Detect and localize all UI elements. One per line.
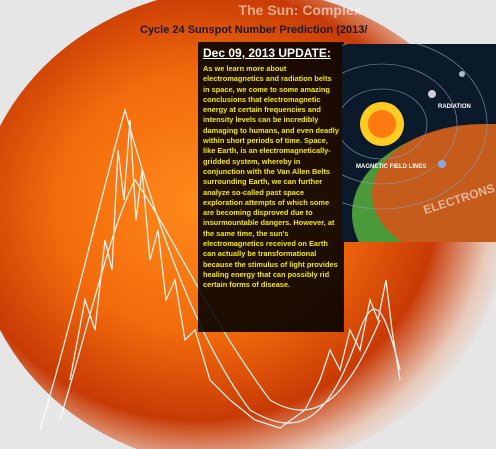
update-body: As we learn more about electromagnetics … <box>203 64 339 290</box>
update-box: Dec 09, 2013 UPDATE: As we learn more ab… <box>198 42 344 332</box>
update-heading: Dec 09, 2013 UPDATE: <box>203 46 331 60</box>
sunspot-curves <box>39 107 401 431</box>
title: The Sun: Complex <box>238 2 362 18</box>
diagram-art <box>342 44 496 242</box>
diagram: RADIATION MAGNETIC FIELD LINES ELECTRONS <box>342 44 496 242</box>
diagram-label: RADIATION <box>438 104 471 110</box>
subtitle: Cycle 24 Sunspot Number Prediction (2013… <box>140 24 368 36</box>
diagram-label: MAGNETIC FIELD LINES <box>356 164 427 170</box>
